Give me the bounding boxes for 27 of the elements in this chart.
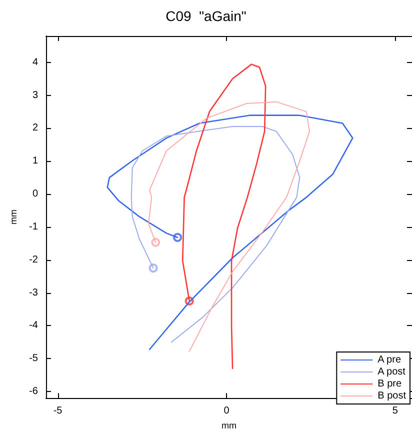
y-tick-label: -3 xyxy=(29,287,38,298)
y-tick-label: 4 xyxy=(32,56,38,68)
y-tick-label: 3 xyxy=(32,90,38,101)
y-tick-label: 2 xyxy=(32,122,38,134)
line-series xyxy=(182,64,266,370)
y-axis-title: mm xyxy=(8,210,18,225)
y-tick-label: -6 xyxy=(29,386,38,398)
line-series xyxy=(106,114,354,350)
legend-label: A pre xyxy=(378,354,402,366)
y-tick-label: -1 xyxy=(29,221,38,232)
y-tick-label: -2 xyxy=(29,254,38,266)
line-series xyxy=(130,126,300,343)
x-tick-label: 5 xyxy=(392,406,398,417)
line-series xyxy=(148,101,310,352)
x-tick-label: 0 xyxy=(224,406,230,417)
y-tick-label: -5 xyxy=(29,353,38,364)
legend-label: A post xyxy=(378,366,406,378)
point xyxy=(148,264,158,273)
y-tick-label: 0 xyxy=(32,188,38,200)
x-axis-title: mm xyxy=(222,420,236,430)
legend-label: B pre xyxy=(378,378,402,390)
point xyxy=(151,238,160,247)
x-tick-label: -5 xyxy=(53,406,63,417)
y-tick-label: 1 xyxy=(32,156,38,167)
y-tick-label: -4 xyxy=(29,320,38,332)
legend-label: B post xyxy=(378,390,406,402)
chart-title: C09 "aGain" xyxy=(166,8,246,24)
